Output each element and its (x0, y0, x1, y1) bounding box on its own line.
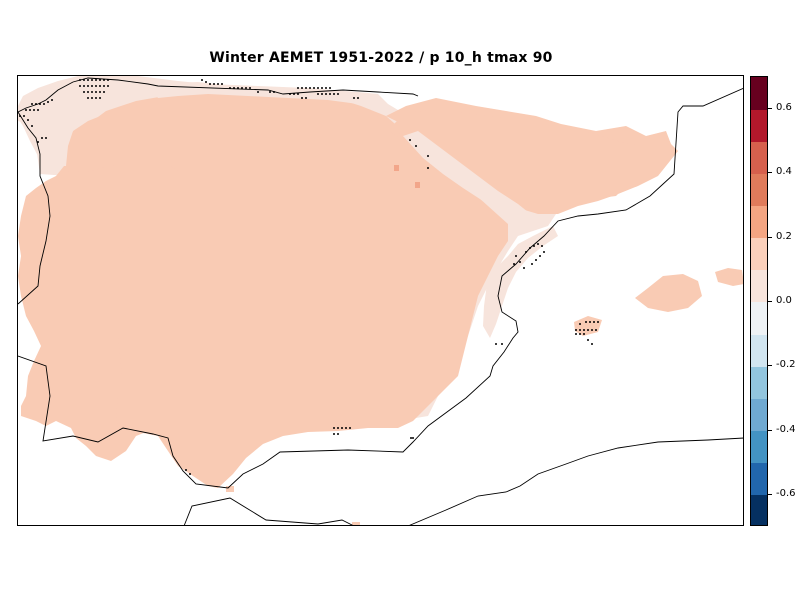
colorbar-segment (751, 109, 767, 142)
colorbar-tick-label: -0.2 (776, 359, 796, 371)
colorbar-segment (751, 334, 767, 367)
colorbar-tick-label: 0.2 (776, 230, 792, 242)
map-panel (18, 76, 744, 526)
colorbar-segment (751, 77, 767, 110)
mainland-field (66, 94, 678, 488)
coastline (18, 87, 744, 489)
colorbar-tick (768, 301, 772, 302)
colorbar (750, 76, 768, 526)
map-title: Winter AEMET 1951-2022 / p 10_h tmax 90 (209, 50, 553, 66)
colorbar-tick-label: -0.6 (776, 487, 796, 499)
colorbar-tick-label: 0.4 (776, 166, 792, 178)
colorbar-tick (768, 172, 772, 174)
colorbar-segment (751, 237, 767, 271)
coastlines (18, 77, 744, 526)
colorbar-tick (768, 365, 772, 367)
northwest-light-strip (18, 78, 168, 166)
hot-spot (394, 165, 399, 171)
coastline (18, 111, 51, 305)
mallorca-field (635, 274, 702, 312)
colorbar-tick (768, 236, 772, 238)
colorbar-tick-label: -0.4 (776, 423, 796, 435)
colorbar-segment (751, 398, 767, 432)
ibiza-field (574, 316, 602, 336)
colorbar-tick (768, 493, 772, 495)
coastline (183, 497, 355, 526)
colorbar-tick-label: 0.0 (776, 295, 792, 306)
field-patch (352, 522, 360, 526)
colorbar-tick (768, 429, 772, 431)
colorbar-segment (751, 494, 767, 525)
iberian-ridge-light (403, 131, 533, 221)
colorbar-tick (768, 108, 772, 110)
colorbar-segment (751, 205, 767, 239)
east-coast-light-strip (483, 226, 558, 338)
colorbar-segment (751, 430, 767, 464)
colorbar-tick-label: 0.6 (776, 102, 792, 114)
colorbar-segment (751, 462, 767, 496)
colorbar-segment (751, 141, 767, 174)
coastline (407, 437, 744, 526)
map-canvas (18, 76, 744, 526)
coastline (18, 77, 419, 113)
colorbar-segment (751, 366, 767, 399)
colorbar-segment (751, 173, 767, 207)
menorca-field (715, 268, 744, 286)
colorbar-segment (751, 269, 767, 303)
significance-stippling (19, 79, 599, 475)
colorbar-segment (751, 302, 767, 335)
hot-spot (415, 182, 420, 188)
field-patch (226, 486, 234, 492)
